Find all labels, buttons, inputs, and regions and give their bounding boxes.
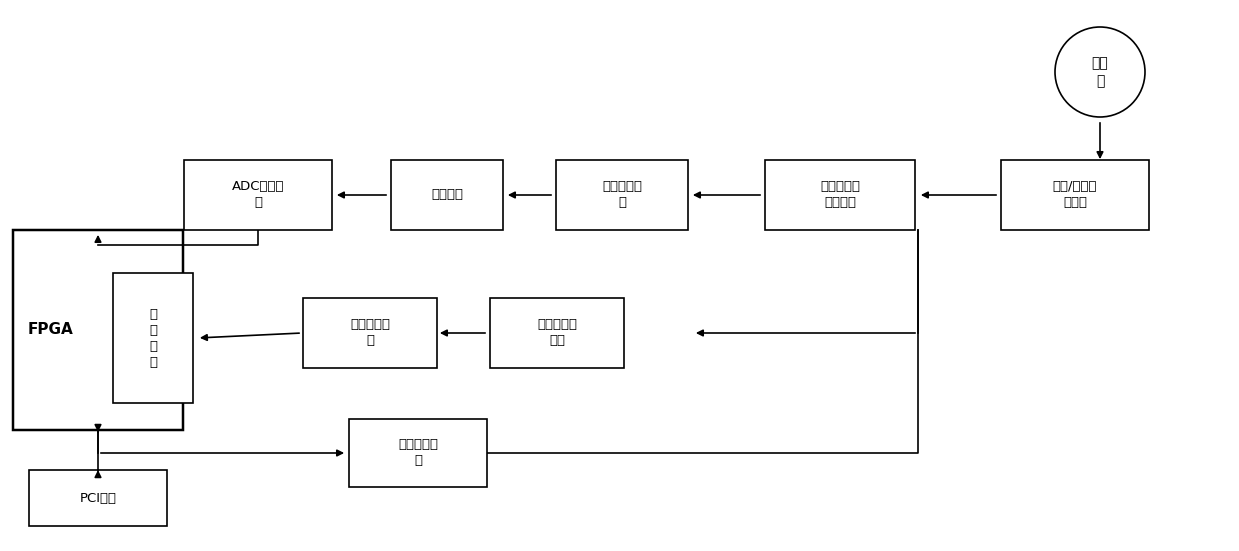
Text: 后级模拟开
关: 后级模拟开 关 (398, 439, 439, 467)
Bar (185, 160, 332, 230)
Bar (1001, 160, 1149, 230)
Bar (556, 160, 688, 230)
Text: 换能
器: 换能 器 (1092, 56, 1109, 88)
Bar (489, 298, 624, 368)
Text: PCI总线: PCI总线 (79, 491, 116, 505)
Bar (304, 298, 437, 368)
Text: 滤波与放大
模块: 滤波与放大 模块 (536, 318, 577, 348)
Text: FPGA: FPGA (28, 322, 74, 338)
Bar (28, 470, 167, 526)
Bar (113, 273, 193, 403)
Bar (12, 230, 183, 430)
Text: 求有效值模
块: 求有效值模 块 (602, 181, 642, 209)
Bar (392, 160, 503, 230)
Text: 监
相
模
块: 监 相 模 块 (149, 307, 157, 369)
Bar (764, 160, 914, 230)
Text: 后级放大与
滤波模块: 后级放大与 滤波模块 (820, 181, 860, 209)
Text: 电压/电流检
测模块: 电压/电流检 测模块 (1053, 181, 1098, 209)
Bar (349, 419, 487, 487)
Circle shape (1054, 27, 1145, 117)
Text: ADC转换模
块: ADC转换模 块 (232, 181, 284, 209)
Text: 滤波模块: 滤波模块 (431, 188, 463, 202)
Text: 过零比较模
块: 过零比较模 块 (349, 318, 390, 348)
